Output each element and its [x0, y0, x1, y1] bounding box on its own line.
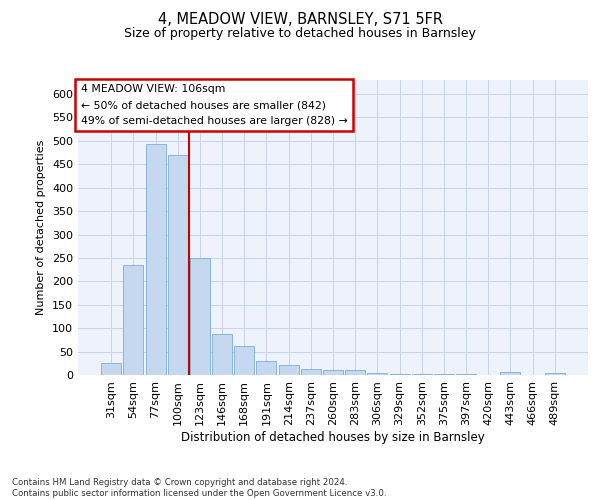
Bar [212, 334, 232, 375]
Bar [434, 374, 454, 375]
Bar [190, 258, 210, 375]
Bar [256, 361, 277, 375]
Bar [389, 374, 410, 375]
Text: 4 MEADOW VIEW: 106sqm
← 50% of detached houses are smaller (842)
49% of semi-det: 4 MEADOW VIEW: 106sqm ← 50% of detached … [80, 84, 347, 126]
Bar [345, 370, 365, 375]
Text: 4, MEADOW VIEW, BARNSLEY, S71 5FR: 4, MEADOW VIEW, BARNSLEY, S71 5FR [157, 12, 443, 28]
Bar [412, 374, 432, 375]
X-axis label: Distribution of detached houses by size in Barnsley: Distribution of detached houses by size … [181, 430, 485, 444]
Bar [367, 372, 388, 375]
Bar [146, 144, 166, 375]
Bar [101, 364, 121, 375]
Text: Size of property relative to detached houses in Barnsley: Size of property relative to detached ho… [124, 28, 476, 40]
Bar [168, 155, 188, 375]
Bar [323, 370, 343, 375]
Bar [278, 364, 299, 375]
Y-axis label: Number of detached properties: Number of detached properties [37, 140, 46, 315]
Bar [545, 373, 565, 375]
Bar [500, 372, 520, 375]
Bar [456, 374, 476, 375]
Bar [301, 370, 321, 375]
Bar [234, 346, 254, 375]
Text: Contains HM Land Registry data © Crown copyright and database right 2024.
Contai: Contains HM Land Registry data © Crown c… [12, 478, 386, 498]
Bar [124, 265, 143, 375]
